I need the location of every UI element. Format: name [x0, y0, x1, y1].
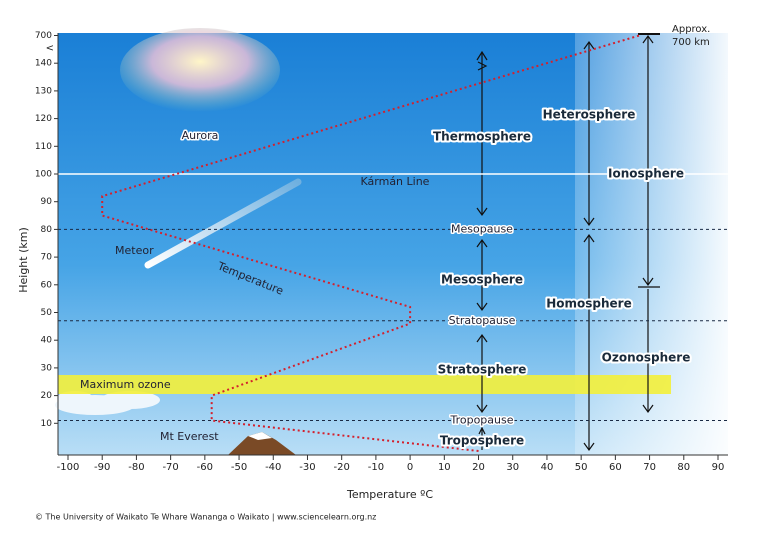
footer: © The University of Waikato Te Whare Wan… — [35, 513, 376, 522]
axis-break: < — [46, 43, 54, 54]
x-tick-label: -100 — [57, 462, 80, 473]
y-tick-label: 90 — [41, 197, 53, 207]
x-tick-label: 50 — [575, 462, 588, 473]
y-tick-label: 60 — [41, 280, 53, 290]
y-tick-label: 10 — [41, 419, 53, 429]
mountain — [228, 432, 296, 455]
layer-label: Homosphere — [546, 297, 632, 311]
y-tick-label: 140 — [35, 59, 52, 69]
layer-label: Heterosphere — [543, 108, 636, 122]
x-tick-label: 70 — [643, 462, 656, 473]
layer-label: Troposphere — [440, 434, 524, 448]
boundary-label: Mesopause — [451, 222, 513, 235]
layer-label: Mesosphere — [441, 273, 523, 287]
boundary-label: Kármán Line — [361, 175, 430, 188]
layer-label: Ozonosphere — [602, 351, 691, 365]
annotation: Maximum ozone — [80, 378, 171, 391]
x-tick-label: -10 — [368, 462, 384, 473]
x-tick-label: -30 — [299, 462, 315, 473]
x-tick-label: 90 — [712, 462, 725, 473]
y-tick-label: 700 — [35, 31, 52, 41]
x-tick-label: 0 — [407, 462, 413, 473]
boundary-label: Stratopause — [449, 314, 516, 327]
y-tick-label: 120 — [35, 114, 52, 124]
x-tick-label: 30 — [506, 462, 519, 473]
annotation: 700 km — [672, 37, 710, 48]
x-tick-label: -80 — [128, 462, 144, 473]
y-tick-label: 70 — [41, 253, 53, 263]
annotation: Approx. — [672, 24, 710, 35]
y-tick-label: 50 — [41, 308, 53, 318]
x-tick-label: -70 — [162, 462, 178, 473]
annotation: Mt Everest — [160, 430, 219, 443]
y-tick-label: 110 — [35, 142, 52, 152]
arrows — [476, 33, 660, 452]
layer-label: Ionosphere — [608, 167, 684, 181]
x-tick-label: 10 — [438, 462, 451, 473]
y-axis-title: Height (km) — [17, 227, 30, 293]
x-tick-label: -40 — [265, 462, 281, 473]
y-tick-label: 100 — [35, 170, 52, 180]
x-tick-label: -50 — [231, 462, 247, 473]
clouds — [55, 391, 160, 415]
x-tick-label: 80 — [677, 462, 690, 473]
ozone-band — [58, 375, 671, 394]
y-tick-label: 130 — [35, 86, 52, 96]
x-tick-label: 40 — [541, 462, 554, 473]
snow — [248, 432, 272, 440]
x-tick-label: 60 — [609, 462, 622, 473]
annotation: Meteor — [115, 244, 154, 257]
x-axis-title: Temperature ºC — [346, 488, 433, 501]
meteor — [144, 178, 302, 269]
y-tick-label: 30 — [41, 363, 53, 373]
y-tick-label: 80 — [41, 225, 53, 235]
x-tick-label: 20 — [472, 462, 485, 473]
y-tick-label: 40 — [41, 336, 53, 346]
boundary-label: Tropopause — [449, 414, 513, 427]
annotation: Aurora — [182, 129, 219, 142]
y-tick-label: 20 — [41, 391, 53, 401]
layer-label: Thermosphere — [433, 130, 531, 144]
x-tick-label: -90 — [94, 462, 110, 473]
layer-label: Stratosphere — [438, 363, 527, 377]
x-tick-label: -20 — [334, 462, 350, 473]
aurora-glow — [120, 28, 280, 112]
x-tick-label: -60 — [197, 462, 213, 473]
